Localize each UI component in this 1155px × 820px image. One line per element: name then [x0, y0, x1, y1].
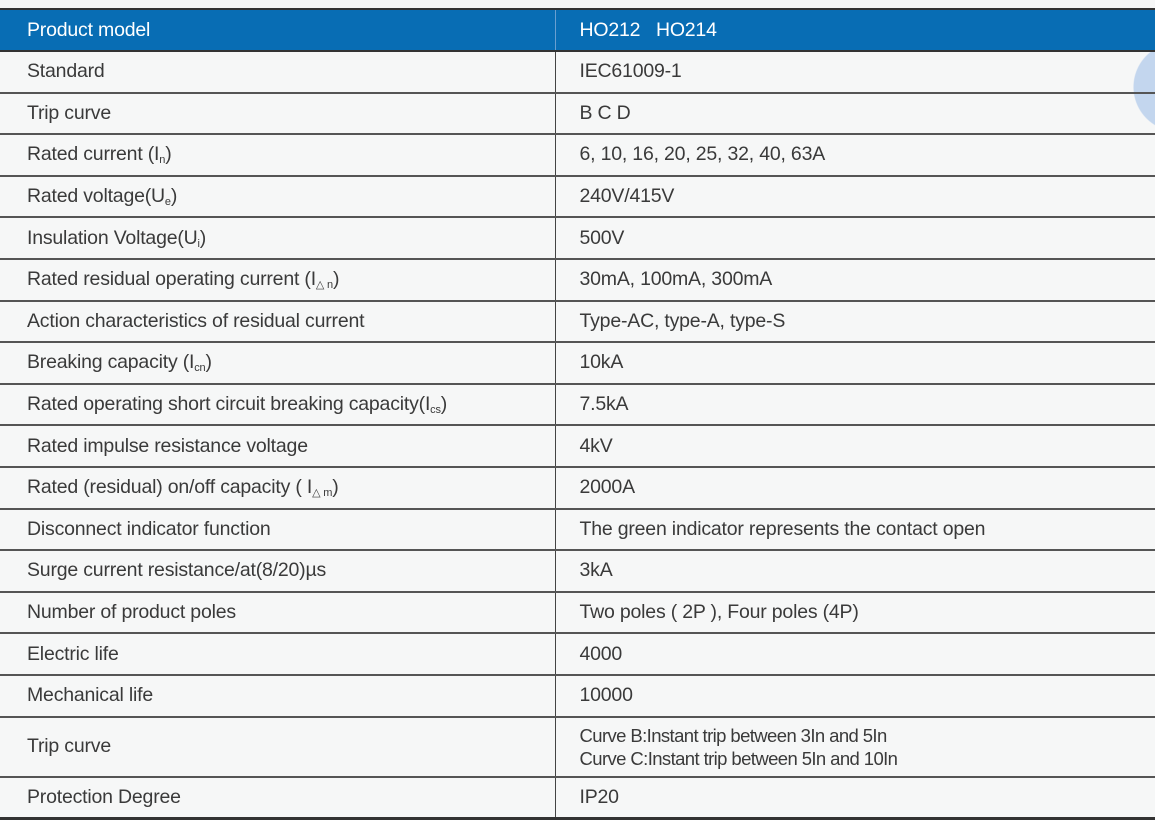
table-row: Standard IEC61009-1	[0, 51, 1155, 94]
table-row: Rated (residual) on/off capacity ( I△ m)…	[0, 466, 1155, 510]
label-text: Rated voltage(U	[27, 185, 165, 208]
label-subscript: n	[159, 154, 166, 167]
label-subscript: cs	[430, 404, 441, 417]
label-text: Breaking capacity (I	[27, 351, 195, 374]
spec-label: Rated current (In)	[0, 134, 555, 177]
spec-label: Surge current resistance/at(8/20)µs	[0, 550, 555, 593]
table-row: Number of product poles Two poles ( 2P ),…	[0, 591, 1155, 635]
spec-value: IP20	[554, 776, 1155, 820]
label-subscript: cn	[194, 362, 206, 375]
spec-value: B C D	[554, 92, 1155, 136]
header-label: Product model	[0, 8, 555, 52]
spec-value: IEC61009-1	[554, 51, 1155, 94]
spec-value: 2000A	[554, 466, 1155, 510]
label-close: )	[199, 226, 207, 249]
label-close: )	[440, 393, 448, 416]
table-row: Mechanical life 10000	[0, 674, 1155, 718]
table-row: Action characteristics of residual curre…	[0, 300, 1155, 344]
table-row: Rated impulse resistance voltage 4kV	[0, 425, 1155, 468]
spec-label: Number of product poles	[0, 591, 555, 635]
spec-value: 10000	[554, 674, 1155, 718]
curve-c-text: Curve C:Instant trip between 5In and 10I…	[579, 747, 898, 769]
label-close: )	[332, 476, 339, 499]
table-row-trip-curve-detail: Trip curve Curve B:Instant trip between 3…	[0, 716, 1155, 778]
spec-label: Trip curve	[0, 92, 555, 136]
label-text: Insulation Voltage(U	[27, 226, 198, 249]
label-subscript: △ m	[312, 487, 333, 500]
label-text: Action characteristics of residual curre…	[27, 309, 365, 332]
spec-label: Electric life	[0, 633, 555, 676]
label-close: )	[170, 185, 178, 208]
spec-value: Two poles ( 2P ), Four poles (4P)	[554, 591, 1155, 635]
spec-label: Rated (residual) on/off capacity ( I△ m)	[0, 466, 555, 510]
spec-value: 7.5kA	[554, 383, 1155, 427]
label-text: Surge current resistance/at(8/20)µs	[27, 559, 327, 582]
table-row: Surge current resistance/at(8/20)µs 3kA	[0, 550, 1155, 593]
spec-label: Disconnect indicator function	[0, 508, 555, 552]
spec-label: Insulation Voltage(Ui)	[0, 217, 555, 260]
table-row-protection: Protection Degree IP20	[0, 776, 1155, 820]
spec-value: Type-AC, type-A, type-S	[554, 300, 1155, 344]
label-text: Trip curve	[27, 101, 111, 124]
spec-label: Rated impulse resistance voltage	[0, 425, 555, 468]
label-text: Number of product poles	[27, 601, 236, 624]
label-text: Disconnect indicator function	[27, 517, 271, 540]
spec-value: Curve B:Instant trip between 3In and 5In…	[554, 716, 1155, 778]
label-close: )	[332, 268, 340, 291]
table-row: Insulation Voltage(Ui) 500V	[0, 217, 1155, 260]
spec-label: Breaking capacity (Icn)	[0, 342, 555, 385]
table-row: Disconnect indicator function The green i…	[0, 508, 1155, 552]
spec-label: Protection Degree	[0, 776, 555, 820]
spec-value: 10kA	[554, 342, 1155, 385]
header-value: HO212 HO214	[554, 8, 1155, 52]
label-subscript: e	[164, 196, 171, 209]
label-text: Rated operating short circuit breaking c…	[27, 393, 431, 416]
label-close: )	[165, 143, 172, 166]
spec-value: 4000	[554, 633, 1155, 676]
spec-value: 3kA	[554, 550, 1155, 593]
spec-value: The green indicator represents the conta…	[554, 508, 1155, 552]
label-text: Rated current (I	[27, 143, 160, 166]
label-text: Electric life	[27, 642, 119, 665]
spec-label: Rated residual operating current (I△ n)	[0, 258, 555, 302]
header-row: Product model HO212 HO214	[0, 8, 1155, 52]
label-subscript: △ n	[315, 279, 333, 292]
label-text: Rated (residual) on/off capacity ( I	[27, 476, 313, 499]
table-row: Rated current (In) 6, 10, 16, 20, 25, 32,…	[0, 134, 1155, 177]
table-row: Rated residual operating current (I△ n) 3…	[0, 258, 1155, 302]
spec-label: Mechanical life	[0, 674, 555, 718]
table-row: Breaking capacity (Icn) 10kA	[0, 342, 1155, 385]
spec-value: 6, 10, 16, 20, 25, 32, 40, 63A	[554, 134, 1155, 177]
spec-label: Trip curve	[0, 716, 555, 778]
table-row: Electric life 4000	[0, 633, 1155, 676]
spec-value: 240V/415V	[554, 175, 1155, 219]
table-row: Rated operating short circuit breaking c…	[0, 383, 1155, 427]
curve-b-text: Curve B:Instant trip between 3In and 5In	[579, 724, 888, 746]
table-row: Trip curve B C D	[0, 92, 1155, 136]
label-text: Rated residual operating current (I	[27, 268, 316, 291]
spec-label: Standard	[0, 51, 555, 94]
spec-value: 30mA, 100mA, 300mA	[554, 258, 1155, 302]
spec-label: Action characteristics of residual curre…	[0, 300, 555, 344]
label-text: Standard	[27, 60, 105, 83]
label-close: )	[205, 351, 212, 374]
spec-label: Rated voltage(Ue)	[0, 175, 555, 219]
label-text: Rated impulse resistance voltage	[27, 434, 308, 457]
spec-value: 4kV	[554, 425, 1155, 468]
spec-value: 500V	[554, 217, 1155, 260]
label-subscript: i	[197, 237, 200, 250]
label-text: Mechanical life	[27, 684, 153, 707]
spec-label: Rated operating short circuit breaking c…	[0, 383, 555, 427]
spec-table: Product model HO212 HO214 Standard IEC610…	[0, 8, 1155, 820]
table-row: Rated voltage(Ue) 240V/415V	[0, 175, 1155, 219]
